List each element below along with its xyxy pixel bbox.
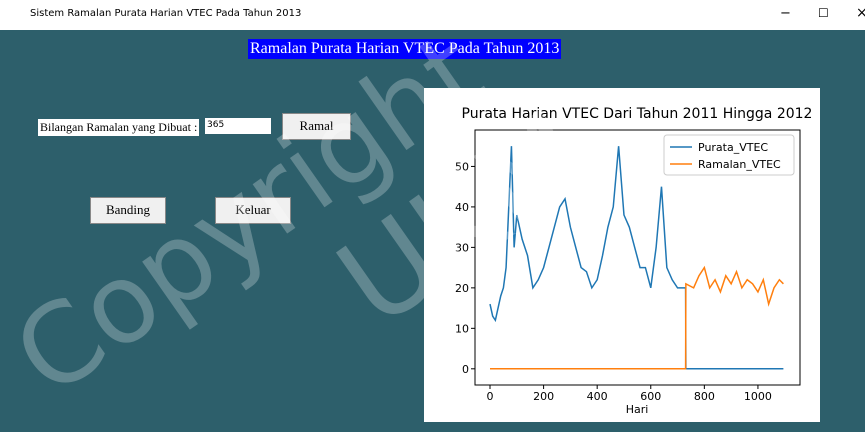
chart: Purata Harian VTEC Dari Tahun 2011 Hingg…: [424, 88, 820, 422]
button[interactable]: Banding: [90, 197, 166, 224]
legend: [663, 134, 795, 176]
y-tick-label: 40: [455, 201, 469, 214]
line-series: [490, 265, 784, 370]
x-tick-label: 1000: [744, 390, 772, 403]
x-tick-label: 600: [640, 390, 661, 403]
line-series: [489, 146, 784, 370]
button[interactable]: Keluar: [215, 197, 291, 224]
button[interactable]: Ramal: [282, 113, 351, 140]
legend-label: Ramalan_VTEC: [698, 158, 781, 171]
y-tick-label: 50: [455, 160, 469, 173]
title-bar: Sistem Ramalan Purata Harian VTEC Pada T…: [0, 0, 865, 30]
label: Bilangan Ramalan yang Dibuat :: [38, 119, 200, 136]
x-axis-label: Hari: [626, 403, 649, 416]
close[interactable]: ×: [856, 5, 865, 21]
heading: Ramalan Purata Harian VTEC Pada Tahun 20…: [248, 39, 562, 59]
chart-title: Purata Harian VTEC Dari Tahun 2011 Hingg…: [462, 106, 813, 122]
entry[interactable]: 365: [205, 118, 271, 134]
window-title: Sistem Ramalan Purata Harian VTEC Pada T…: [30, 8, 302, 19]
y-tick-label: 0: [462, 363, 469, 376]
x-tick-label: 200: [533, 390, 554, 403]
maximize[interactable]: ☐: [818, 6, 829, 20]
x-tick-label: 400: [587, 390, 608, 403]
plot-frame: [474, 129, 801, 386]
x-tick-label: 0: [487, 390, 494, 403]
y-tick-label: 30: [455, 241, 469, 254]
y-tick-label: 10: [455, 322, 469, 335]
x-tick-label: 800: [694, 390, 715, 403]
legend-label: Purata_VTEC: [698, 141, 768, 154]
y-tick-label: 20: [455, 282, 469, 295]
minimize[interactable]: −: [780, 6, 791, 21]
